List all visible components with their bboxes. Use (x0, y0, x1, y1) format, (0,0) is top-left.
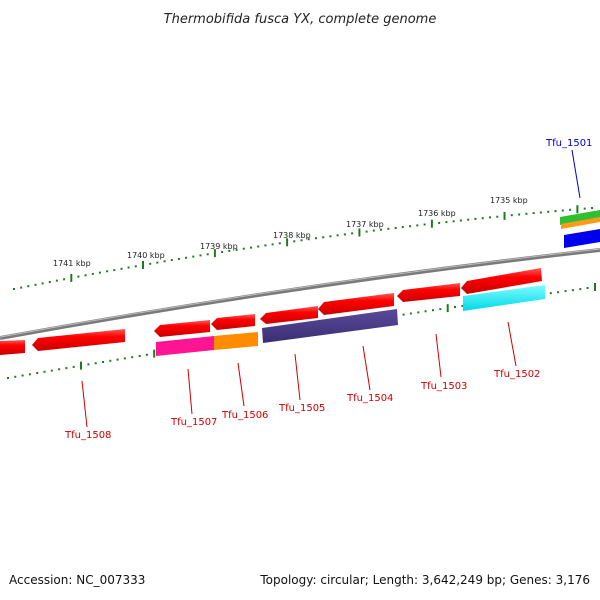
gene-label-tfu-1507[interactable]: Tfu_1507 (170, 417, 217, 428)
kbp-label-1741: 1741 kbp (53, 259, 91, 268)
map-title: Thermobifida fusca YX, complete genome (164, 12, 437, 27)
feature-box-tfu-1502[interactable] (463, 285, 545, 311)
kbp-label-1735: 1735 kbp (490, 196, 528, 205)
gene-arrow-tfu-1508[interactable] (32, 329, 125, 351)
feature-box-tfu-1506[interactable] (214, 332, 258, 350)
gene-arrow-tfu-1507[interactable] (154, 320, 210, 337)
leader-line-tfu-1508 (81, 380, 88, 428)
feature-box-tfu-1507[interactable] (156, 336, 214, 356)
gene-label-tfu-1508[interactable]: Tfu_1508 (64, 430, 111, 441)
feature-box-tfu-1505[interactable] (262, 309, 398, 343)
accession-text: Accession: NC_007333 (9, 573, 146, 587)
leader-line-tfu-1504 (362, 345, 371, 391)
leader-line-tfu-1505 (294, 353, 301, 401)
gene-arrow-tfu-1503[interactable] (397, 283, 460, 302)
gene-label-tfu-1506[interactable]: Tfu_1506 (221, 410, 268, 421)
kbp-label-1738: 1738 kbp (273, 231, 311, 240)
gene-box-tfu-1501[interactable] (564, 229, 600, 248)
topology-summary: Topology: circular; Length: 3,642,249 bp… (260, 573, 590, 587)
leader-line-tfu-1501 (571, 149, 581, 199)
gene-arrow-tfu-1504[interactable] (318, 293, 394, 315)
gene-label-tfu-1505[interactable]: Tfu_1505 (278, 403, 325, 414)
gene-label-tfu-1504[interactable]: Tfu_1504 (346, 393, 393, 404)
gene-arrow-tfu-1505[interactable] (260, 306, 318, 324)
kbp-label-1740: 1740 kbp (127, 251, 165, 260)
kbp-label-1737: 1737 kbp (346, 220, 384, 229)
scale-ticks-outer (13, 205, 593, 290)
gene-arrow-tfu-1502[interactable] (461, 268, 542, 294)
leader-line-tfu-1503 (435, 333, 442, 378)
leader-line-tfu-1507 (187, 368, 193, 415)
gene-arrow-left-edge[interactable] (0, 340, 25, 355)
gene-label-tfu-1501[interactable]: Tfu_1501 (545, 138, 592, 149)
gene-arrow-tfu-1506[interactable] (211, 314, 255, 330)
genome-backbone (0, 248, 600, 340)
kbp-label-1739: 1739 kbp (200, 242, 238, 251)
feature-orange-band[interactable] (561, 217, 600, 229)
feature-green-band[interactable] (560, 210, 600, 225)
leader-line-tfu-1506 (237, 362, 245, 407)
gene-label-tfu-1502[interactable]: Tfu_1502 (493, 369, 540, 380)
genome-backbone-highlight (0, 248, 600, 338)
leader-line-tfu-1502 (507, 321, 517, 367)
gene-label-tfu-1503[interactable]: Tfu_1503 (420, 381, 467, 392)
kbp-label-1736: 1736 kbp (418, 209, 456, 218)
